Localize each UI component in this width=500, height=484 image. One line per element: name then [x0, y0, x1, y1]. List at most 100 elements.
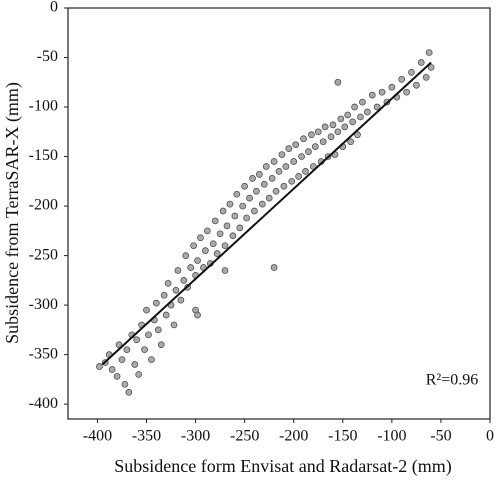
data-point — [344, 111, 352, 119]
data-point — [229, 232, 237, 240]
data-point — [290, 158, 298, 165]
data-point — [202, 247, 209, 254]
data-point — [300, 135, 307, 143]
data-point — [368, 91, 376, 99]
y-tick-label: -250 — [29, 246, 58, 263]
data-point — [233, 190, 241, 198]
y-tick-label: -300 — [29, 296, 58, 313]
data-point — [118, 356, 126, 363]
data-point — [270, 264, 278, 271]
data-point — [422, 73, 430, 81]
x-tick-label: -50 — [430, 428, 451, 445]
data-point — [177, 296, 185, 304]
data-point — [121, 380, 129, 388]
data-point — [272, 187, 280, 195]
data-point — [209, 240, 217, 248]
data-point — [378, 88, 386, 96]
data-point — [357, 113, 364, 121]
data-point — [219, 207, 227, 215]
data-point — [221, 267, 229, 274]
data-point — [388, 83, 396, 91]
data-point — [123, 346, 131, 354]
r-squared-annotation: R²=0.96 — [426, 372, 479, 389]
data-point — [135, 371, 143, 378]
data-point — [298, 153, 305, 160]
data-point — [190, 242, 197, 250]
data-point — [354, 131, 361, 139]
data-point — [321, 123, 329, 131]
data-point — [187, 264, 195, 271]
data-point — [280, 182, 288, 190]
data-point — [160, 291, 168, 299]
data-point — [125, 388, 133, 396]
data-point — [164, 279, 172, 287]
data-point — [413, 81, 420, 89]
data-point — [241, 182, 249, 190]
y-tick-label: -350 — [29, 345, 58, 362]
data-point — [275, 168, 283, 175]
data-point — [213, 250, 221, 257]
data-point — [231, 212, 239, 220]
data-point — [148, 356, 155, 363]
data-point — [249, 174, 256, 182]
data-point — [253, 187, 260, 195]
data-point — [172, 286, 180, 294]
data-point — [143, 306, 150, 314]
data-point — [334, 128, 342, 136]
data-point — [425, 49, 433, 56]
data-point — [327, 133, 335, 141]
y-tick-label: -150 — [29, 147, 58, 164]
data-point — [427, 64, 435, 71]
data-point — [417, 59, 425, 66]
data-point — [311, 143, 319, 151]
data-point — [223, 222, 231, 230]
data-point — [170, 321, 178, 329]
x-tick-label: -350 — [132, 428, 161, 445]
data-point — [162, 311, 170, 319]
data-point — [96, 363, 103, 370]
y-axis-title: Subsidence from TerraSAR-X (mm) — [2, 82, 23, 344]
data-point — [329, 121, 337, 129]
data-point — [197, 234, 204, 242]
data-point — [268, 174, 276, 182]
data-point — [351, 103, 358, 111]
data-point — [174, 267, 182, 274]
y-tick-label: -200 — [29, 197, 58, 214]
data-point — [182, 252, 190, 259]
data-point — [226, 200, 234, 208]
trend-line — [101, 61, 432, 366]
data-point — [292, 141, 300, 149]
data-point — [180, 276, 188, 284]
x-tick-label: -400 — [83, 428, 112, 445]
data-point — [141, 346, 148, 354]
data-point — [341, 123, 349, 131]
x-tick-label: -150 — [328, 428, 357, 445]
data-point — [278, 151, 286, 158]
data-point — [133, 336, 141, 344]
data-point — [265, 194, 273, 202]
data-point — [334, 78, 342, 86]
data-point — [194, 311, 201, 319]
data-point — [216, 230, 224, 238]
x-tick-label: -100 — [377, 428, 406, 445]
data-point — [398, 75, 406, 83]
data-point — [288, 177, 296, 185]
data-point — [359, 98, 366, 106]
data-point — [347, 138, 354, 146]
data-point — [152, 299, 160, 307]
data-point — [305, 148, 312, 155]
data-point — [308, 131, 315, 139]
data-point — [246, 194, 253, 202]
data-point — [282, 163, 290, 170]
y-tick-label: 0 — [50, 0, 58, 16]
x-tick-label: 0 — [486, 428, 494, 445]
data-point — [211, 217, 219, 225]
data-point — [285, 145, 293, 152]
y-tick-label: -100 — [29, 98, 58, 115]
data-point — [319, 138, 327, 146]
y-tick-label: -50 — [37, 48, 58, 65]
data-point — [262, 163, 270, 170]
data-point — [221, 242, 229, 250]
data-point — [349, 118, 356, 126]
